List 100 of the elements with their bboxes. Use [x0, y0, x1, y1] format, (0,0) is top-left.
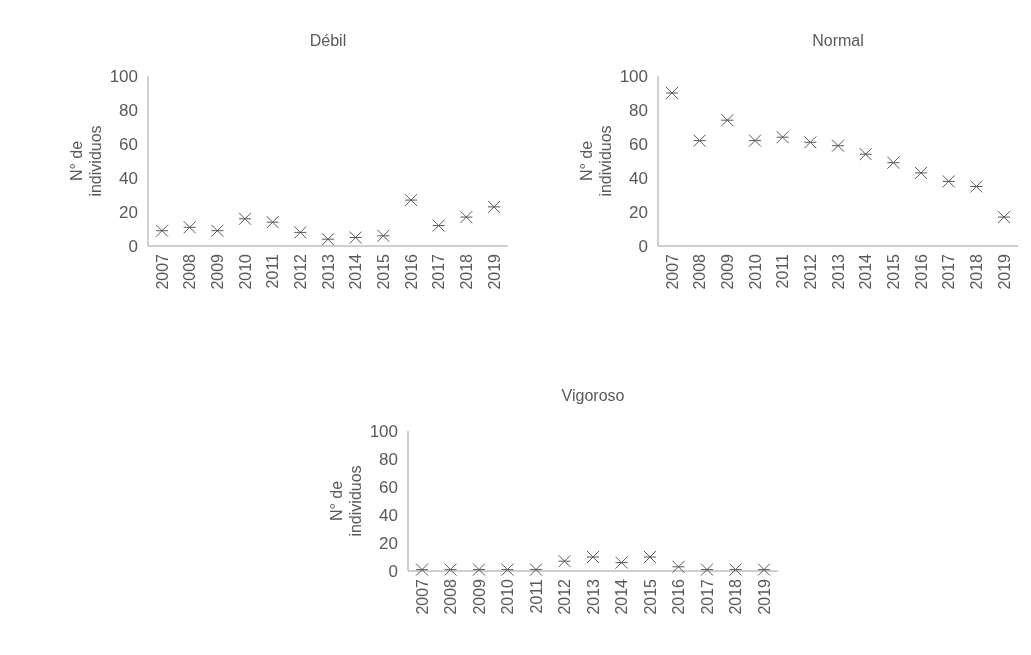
point	[643, 550, 657, 564]
point	[615, 556, 628, 570]
x-tick-label: 2017	[430, 253, 448, 290]
chart-title: Vigoroso	[561, 387, 625, 404]
x-tick-label: 2013	[319, 253, 337, 290]
x-tick-label: 2009	[208, 253, 226, 290]
x-tick-label: 2012	[556, 578, 574, 615]
point	[266, 215, 280, 229]
point	[748, 134, 762, 148]
point	[803, 135, 817, 149]
x-tick-label: 2019	[755, 578, 773, 615]
x-tick-label: 2009	[470, 578, 488, 615]
point	[183, 220, 197, 234]
point	[831, 139, 845, 153]
point	[969, 180, 983, 193]
y-axis-title: N° de individuos	[578, 125, 614, 197]
x-tick-label: 2008	[691, 253, 709, 290]
x-tick-label: 2015	[374, 253, 392, 290]
point	[404, 193, 418, 207]
y-tick-label: 40	[119, 168, 138, 188]
x-tick-label: 2016	[912, 253, 930, 290]
x-tick-label: 2011	[264, 253, 282, 289]
point	[432, 219, 446, 233]
point	[886, 156, 900, 170]
y-axis-title: N° de individuos	[68, 125, 104, 197]
y-tick-label: 60	[119, 134, 138, 154]
y-tick-label: 40	[379, 505, 398, 525]
y-tick-label: 80	[629, 100, 648, 120]
x-tick-label: 2007	[413, 578, 431, 615]
point	[238, 212, 252, 226]
x-tick-label: 2015	[884, 253, 902, 290]
point	[293, 225, 307, 239]
x-tick-label: 2007	[663, 253, 681, 290]
point	[586, 550, 600, 564]
y-tick-label: 0	[388, 561, 398, 581]
point	[459, 210, 473, 224]
point	[672, 560, 685, 574]
point	[859, 147, 873, 161]
y-tick-label: 80	[119, 100, 138, 120]
y-tick-label: 0	[638, 236, 648, 256]
x-tick-label: 2010	[236, 253, 254, 290]
x-tick-label: 2018	[457, 253, 475, 290]
y-tick-label: 0	[128, 236, 138, 256]
x-tick-label: 2016	[402, 253, 420, 290]
y-tick-label: 20	[119, 202, 138, 222]
point	[942, 174, 956, 188]
y-tick-label: 60	[629, 134, 648, 154]
point	[700, 563, 714, 577]
y-tick-label: 20	[629, 202, 648, 222]
point	[501, 563, 514, 577]
x-tick-label: 2018	[967, 253, 985, 290]
point	[757, 563, 771, 577]
point	[415, 563, 429, 577]
y-tick-label: 100	[369, 421, 398, 441]
point	[720, 113, 734, 127]
y-axis-title: N° de individuos	[328, 465, 364, 537]
point	[487, 200, 501, 214]
y-tick-label: 60	[379, 477, 398, 497]
point	[729, 563, 742, 577]
point	[349, 231, 363, 244]
x-tick-label: 2018	[727, 578, 745, 615]
x-tick-label: 2017	[940, 253, 958, 290]
x-tick-label: 2014	[857, 253, 875, 290]
x-tick-label: 2010	[499, 578, 517, 615]
x-tick-label: 2009	[718, 253, 736, 290]
x-tick-label: 2010	[746, 253, 764, 290]
point	[472, 563, 486, 577]
point	[997, 210, 1011, 224]
point	[376, 229, 390, 243]
x-tick-label: 2019	[995, 253, 1013, 290]
point	[558, 554, 571, 568]
y-tick-label: 20	[379, 533, 398, 553]
x-tick-label: 2013	[584, 578, 602, 615]
chart-title: Débil	[309, 32, 347, 49]
point	[776, 130, 790, 144]
x-tick-label: 2014	[613, 578, 631, 615]
x-tick-label: 2014	[347, 253, 365, 290]
x-tick-label: 2019	[485, 253, 503, 290]
x-tick-label: 2011	[774, 253, 792, 289]
x-tick-label: 2012	[291, 253, 309, 290]
point	[529, 563, 543, 577]
x-tick-label: 2012	[801, 253, 819, 290]
x-tick-label: 2008	[181, 253, 199, 290]
y-tick-label: 100	[619, 66, 648, 86]
x-tick-label: 2011	[527, 578, 545, 614]
x-tick-label: 2015	[641, 578, 659, 615]
point	[914, 166, 928, 180]
point	[665, 86, 679, 100]
chart-title: Normal	[812, 32, 864, 49]
point	[693, 134, 707, 148]
point	[210, 224, 224, 238]
point	[155, 224, 169, 238]
x-tick-label: 2008	[442, 578, 460, 615]
point	[444, 563, 457, 577]
x-tick-label: 2007	[153, 253, 171, 290]
y-tick-label: 40	[629, 168, 648, 188]
x-tick-label: 2016	[670, 578, 688, 615]
point	[321, 232, 335, 246]
x-tick-label: 2017	[698, 578, 716, 615]
x-tick-label: 2013	[829, 253, 847, 290]
